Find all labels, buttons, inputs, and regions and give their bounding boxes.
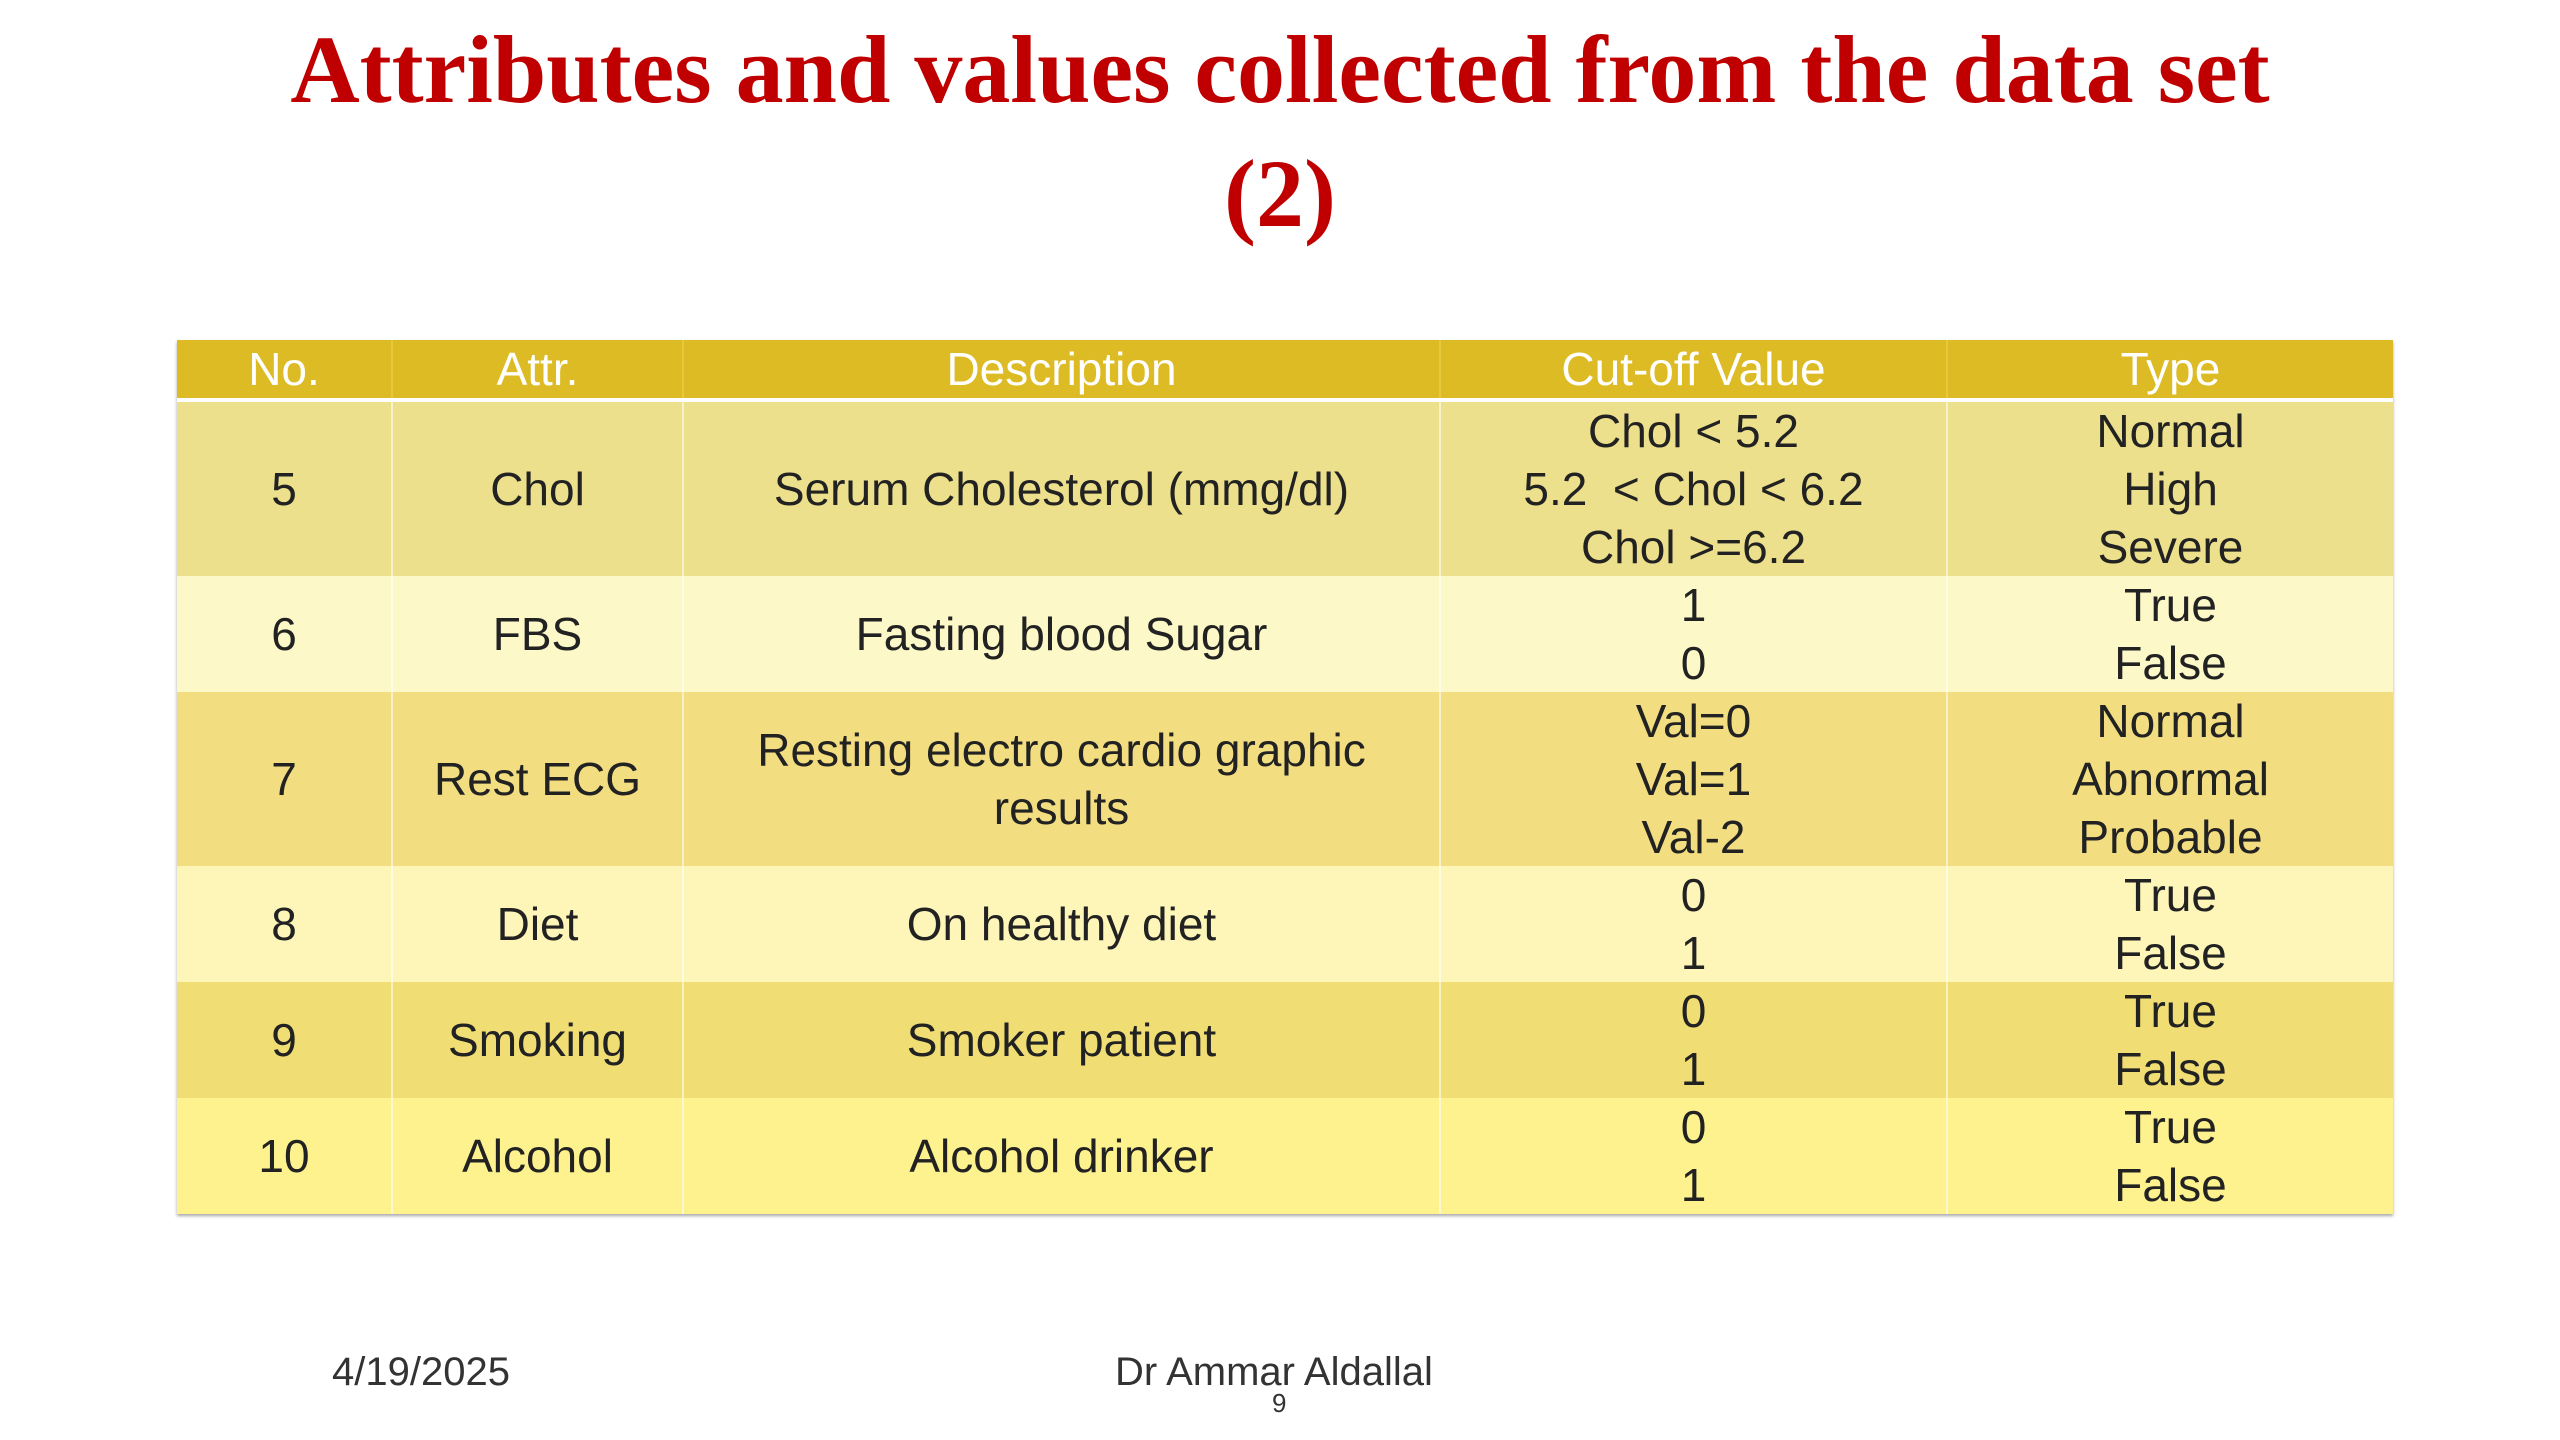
cell-attr: FBS — [391, 576, 683, 692]
cutoff-line: 1 — [1680, 927, 1707, 979]
cutoff-line: Chol >=6.2 — [1580, 521, 1807, 573]
cell-description: Serum Cholesterol (mmg/dl) — [682, 400, 1440, 576]
cell-type: True False — [1946, 1098, 2393, 1214]
type-line: True — [2124, 1101, 2217, 1153]
type-line: Abnormal — [2072, 753, 2269, 805]
description-line: Serum Cholesterol (mmg/dl) — [773, 463, 1350, 515]
cell-cutoff: 1 0 — [1439, 576, 1947, 692]
cell-no: 8 — [177, 866, 392, 982]
page-number: 9 — [1272, 1388, 1287, 1418]
description-line: Resting electro cardio graphic — [757, 724, 1366, 776]
type-line: True — [2124, 579, 2217, 631]
description-line: Fasting blood Sugar — [855, 608, 1268, 660]
cell-no: 5 — [177, 400, 392, 576]
cell-cutoff: Chol < 5.2 5.2 < Chol < 6.2 Chol >=6.2 — [1439, 400, 1947, 576]
slide-title: Attributes and values collected from the… — [0, 8, 2560, 256]
cell-no: 10 — [177, 1098, 392, 1214]
description-line: results — [993, 782, 1130, 834]
attributes-table: No. Attr. Description Cut-off Value Type… — [177, 340, 2393, 1214]
cutoff-line: 0 — [1680, 869, 1707, 921]
table-row: 9 Smoking Smoker patient 0 1 True False — [177, 982, 2393, 1098]
footer-author: Dr Ammar Aldallal — [1115, 1350, 1433, 1394]
cutoff-line: Val=0 — [1635, 695, 1752, 747]
column-header-type: Type — [1946, 340, 2393, 402]
cell-no: 6 — [177, 576, 392, 692]
type-line: False — [2114, 927, 2227, 979]
footer-date: 4/19/2025 — [332, 1350, 510, 1394]
cell-type: True False — [1946, 576, 2393, 692]
description-line: On healthy diet — [906, 898, 1217, 950]
type-line: Normal — [2096, 695, 2245, 747]
type-line: False — [2114, 1159, 2227, 1211]
table-row: 10 Alcohol Alcohol drinker 0 1 True Fals… — [177, 1098, 2393, 1214]
cell-description: Resting electro cardio graphic results — [682, 692, 1440, 866]
description-line: Smoker patient — [906, 1014, 1217, 1066]
cell-type: Normal Abnormal Probable — [1946, 692, 2393, 866]
slide-title-line-2: (2) — [1224, 140, 1336, 247]
table-header-row: No. Attr. Description Cut-off Value Type — [177, 340, 2393, 402]
cell-description: Fasting blood Sugar — [682, 576, 1440, 692]
type-line: Probable — [2078, 811, 2263, 863]
table-row: 6 FBS Fasting blood Sugar 1 0 True False — [177, 576, 2393, 692]
slide-title-line-1: Attributes and values collected from the… — [290, 16, 2270, 123]
cutoff-line: 5.2 < Chol < 6.2 — [1523, 463, 1864, 515]
cutoff-line: 1 — [1680, 1043, 1707, 1095]
cell-description: Alcohol drinker — [682, 1098, 1440, 1214]
cutoff-line: Chol < 5.2 — [1588, 405, 1799, 457]
type-line: Normal — [2096, 405, 2245, 457]
cell-type: Normal High Severe — [1946, 400, 2393, 576]
cutoff-line: 0 — [1680, 985, 1707, 1037]
column-header-attr: Attr. — [391, 340, 683, 402]
attributes-table-container: No. Attr. Description Cut-off Value Type… — [177, 340, 2393, 1214]
cell-description: Smoker patient — [682, 982, 1440, 1098]
cell-cutoff: 0 1 — [1439, 982, 1947, 1098]
cell-attr: Diet — [391, 866, 683, 982]
cell-attr: Alcohol — [391, 1098, 683, 1214]
cell-attr: Chol — [391, 400, 683, 576]
cutoff-line: 1 — [1680, 1159, 1707, 1211]
cell-attr: Smoking — [391, 982, 683, 1098]
cutoff-line: 0 — [1680, 637, 1707, 689]
cell-cutoff: 0 1 — [1439, 866, 1947, 982]
cutoff-line: Val-2 — [1641, 811, 1746, 863]
cell-cutoff: Val=0 Val=1 Val-2 — [1439, 692, 1947, 866]
type-line: True — [2124, 869, 2217, 921]
cell-attr: Rest ECG — [391, 692, 683, 866]
column-header-cutoff: Cut-off Value — [1439, 340, 1947, 402]
type-line: False — [2114, 1043, 2227, 1095]
cell-no: 9 — [177, 982, 392, 1098]
cutoff-line: Val=1 — [1635, 753, 1752, 805]
cell-type: True False — [1946, 982, 2393, 1098]
description-line: Alcohol drinker — [909, 1130, 1214, 1182]
type-line: True — [2124, 985, 2217, 1037]
cell-cutoff: 0 1 — [1439, 1098, 1947, 1214]
type-line: High — [2123, 463, 2218, 515]
cell-no: 7 — [177, 692, 392, 866]
cutoff-line: 0 — [1680, 1101, 1707, 1153]
column-header-description: Description — [682, 340, 1440, 402]
table-row: 5 Chol Serum Cholesterol (mmg/dl) Chol <… — [177, 400, 2393, 576]
column-header-no: No. — [177, 340, 392, 402]
table-row: 8 Diet On healthy diet 0 1 True False — [177, 866, 2393, 982]
type-line: Severe — [2097, 521, 2244, 573]
cell-type: True False — [1946, 866, 2393, 982]
cell-description: On healthy diet — [682, 866, 1440, 982]
table-row: 7 Rest ECG Resting electro cardio graphi… — [177, 692, 2393, 866]
cutoff-line: 1 — [1680, 579, 1707, 631]
type-line: False — [2114, 637, 2227, 689]
